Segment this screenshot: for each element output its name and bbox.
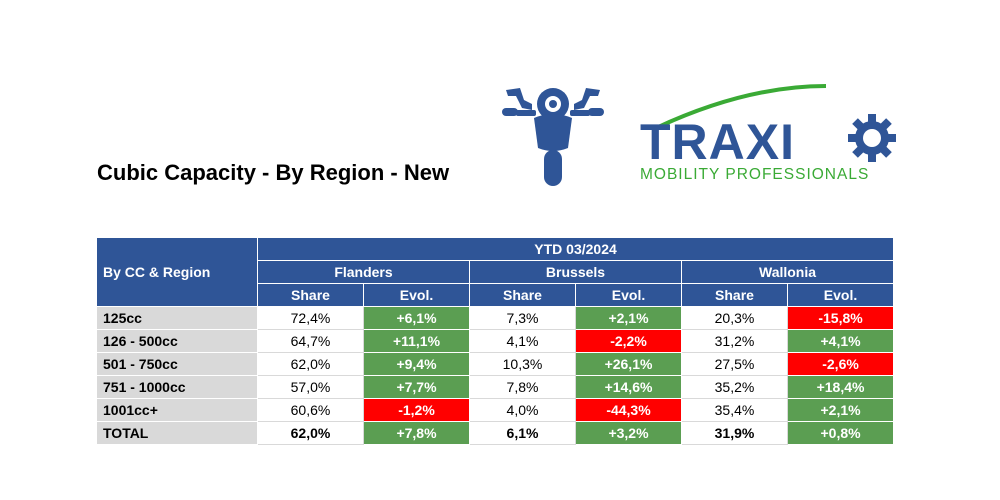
evol-cell: +18,4% <box>786 375 895 399</box>
evol-cell: +4,1% <box>786 329 895 353</box>
evol-cell: +7,8% <box>363 421 470 445</box>
row-label: 1001cc+ <box>96 398 258 422</box>
share-cell: 72,4% <box>257 306 364 330</box>
logo-tagline: MOBILITY PROFESSIONALS <box>640 166 870 183</box>
cc-region-table: By CC & Region YTD 03/2024 Flanders Brus… <box>96 237 895 445</box>
share-cell: 31,2% <box>681 329 788 353</box>
logo-wordmark: TRAXI <box>640 114 795 170</box>
share-cell: 6,1% <box>469 421 576 445</box>
table-row: 501 - 750cc 62,0% +9,4% 10,3% +26,1% 27,5% -2,… <box>96 352 895 376</box>
corner-header: By CC & Region <box>96 237 258 307</box>
evol-header: Evol. <box>786 283 895 307</box>
share-cell: 10,3% <box>469 352 576 376</box>
evol-cell: -44,3% <box>575 398 682 422</box>
table-row: 751 - 1000cc 57,0% +7,7% 7,8% +14,6% 35,2% +18… <box>96 375 895 399</box>
region-header-brussels: Brussels <box>469 260 682 284</box>
motorcycle-icon <box>502 88 604 186</box>
share-cell: 7,8% <box>469 375 576 399</box>
share-header: Share <box>257 283 364 307</box>
evol-cell: +0,8% <box>786 421 895 445</box>
evol-cell: -1,2% <box>363 398 470 422</box>
evol-cell: -2,6% <box>786 352 895 376</box>
table-row: TOTAL 62,0% +7,8% 6,1% +3,2% 31,9% +0,8% <box>96 421 895 445</box>
share-cell: 27,5% <box>681 352 788 376</box>
region-header-wallonia: Wallonia <box>680 260 895 284</box>
evol-cell: +14,6% <box>575 375 682 399</box>
evol-header: Evol. <box>363 283 470 307</box>
evol-cell: +6,1% <box>363 306 470 330</box>
share-cell: 62,0% <box>257 421 364 445</box>
page-title: Cubic Capacity - By Region - New <box>97 160 450 185</box>
evol-cell: +7,7% <box>363 375 470 399</box>
share-cell: 35,4% <box>681 398 788 422</box>
evol-cell: +2,1% <box>575 306 682 330</box>
traxio-logo: TRAXI MOBILITY PROFESSIONALS <box>636 78 898 188</box>
region-header-flanders: Flanders <box>257 260 470 284</box>
share-cell: 57,0% <box>257 375 364 399</box>
table-row: 125cc 72,4% +6,1% 7,3% +2,1% 20,3% -15,8% <box>96 306 895 330</box>
share-cell: 64,7% <box>257 329 364 353</box>
evol-cell: +26,1% <box>575 352 682 376</box>
table-row: 1001cc+ 60,6% -1,2% 4,0% -44,3% 35,4% +2,1% <box>96 398 895 422</box>
share-header: Share <box>469 283 576 307</box>
row-label: 125cc <box>96 306 258 330</box>
share-cell: 62,0% <box>257 352 364 376</box>
evol-cell: +3,2% <box>575 421 682 445</box>
share-cell: 4,0% <box>469 398 576 422</box>
period-header: YTD 03/2024 <box>256 237 895 261</box>
share-cell: 4,1% <box>469 329 576 353</box>
row-label: TOTAL <box>96 421 258 445</box>
share-cell: 7,3% <box>469 306 576 330</box>
table-row: 126 - 500cc 64,7% +11,1% 4,1% -2,2% 31,2% +4,1… <box>96 329 895 353</box>
share-cell: 31,9% <box>681 421 788 445</box>
share-cell: 35,2% <box>681 375 788 399</box>
evol-header: Evol. <box>575 283 682 307</box>
share-cell: 60,6% <box>257 398 364 422</box>
share-cell: 20,3% <box>681 306 788 330</box>
row-label: 501 - 750cc <box>96 352 258 376</box>
evol-cell: -2,2% <box>575 329 682 353</box>
evol-cell: -15,8% <box>786 306 895 330</box>
row-label: 751 - 1000cc <box>96 375 258 399</box>
share-header: Share <box>681 283 788 307</box>
evol-cell: +9,4% <box>363 352 470 376</box>
evol-cell: +2,1% <box>786 398 895 422</box>
row-label: 126 - 500cc <box>96 329 258 353</box>
evol-cell: +11,1% <box>363 329 470 353</box>
